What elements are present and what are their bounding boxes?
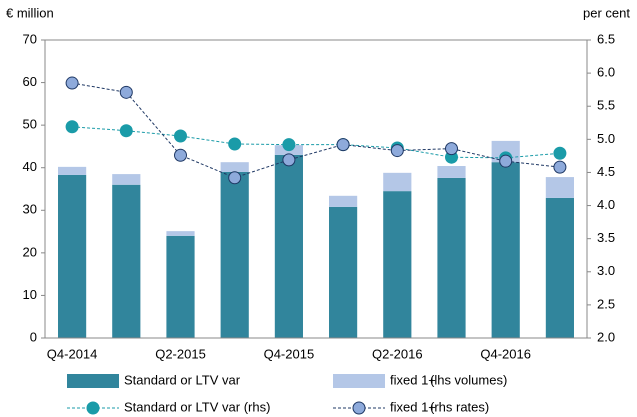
y2-tick-label: 3.0 xyxy=(597,263,615,278)
legend-label: Standard or LTV var xyxy=(124,372,241,387)
bar xyxy=(220,162,249,172)
y2-tick-label: 4.0 xyxy=(597,197,615,212)
line-marker xyxy=(445,142,458,156)
bar xyxy=(383,172,412,192)
legend-label: Standard or LTV var (rhs) xyxy=(124,399,270,414)
y-tick-label: 40 xyxy=(23,159,37,174)
bar xyxy=(58,174,87,338)
line-marker xyxy=(65,76,79,90)
bar xyxy=(383,191,412,338)
line-marker xyxy=(553,160,567,174)
line-marker xyxy=(228,137,242,151)
line-marker xyxy=(119,85,133,99)
y2-tick-label: 2.5 xyxy=(597,296,615,311)
y-tick-label: 60 xyxy=(23,74,37,89)
plot-frame xyxy=(44,39,588,339)
y2-tick-label: 6.0 xyxy=(597,65,615,80)
y-tick-label: 0 xyxy=(30,329,37,344)
bar xyxy=(545,197,574,338)
line-marker xyxy=(282,153,296,167)
legend-swatch xyxy=(333,374,385,388)
bar xyxy=(437,177,466,338)
line-marker xyxy=(119,124,133,138)
legend-marker xyxy=(86,401,100,415)
bar xyxy=(545,177,574,198)
legend-swatch xyxy=(67,374,119,388)
y2-tick-label: 3.5 xyxy=(597,230,615,245)
line-marker xyxy=(174,129,187,143)
bar xyxy=(112,174,141,185)
legend-marker xyxy=(352,401,366,415)
bar xyxy=(329,206,358,338)
legend-label: fixed 1+ xyxy=(390,399,436,414)
line-marker xyxy=(228,171,242,185)
x-tick-label: Q2-2015 xyxy=(155,346,206,361)
line-marker xyxy=(390,144,404,158)
line-marker xyxy=(65,120,79,134)
line-marker xyxy=(553,146,567,160)
x-tick-label: Q4-2016 xyxy=(480,346,531,361)
bar xyxy=(112,184,141,338)
y2-axis-label: per cent xyxy=(583,5,630,20)
bar xyxy=(166,231,195,236)
y2-tick-label: 5.5 xyxy=(597,98,615,113)
y-tick-label: 50 xyxy=(23,117,37,132)
y-tick-label: 70 xyxy=(23,31,37,46)
line xyxy=(72,126,560,159)
legend-note: (rhs rates) xyxy=(430,399,489,414)
bar xyxy=(58,166,87,175)
line-marker xyxy=(499,154,513,168)
y-axis-label: € million xyxy=(6,5,54,20)
x-tick-label: Q4-2015 xyxy=(264,346,315,361)
y2-tick-label: 2.0 xyxy=(597,329,615,344)
line-marker xyxy=(336,138,350,152)
y-tick-label: 30 xyxy=(23,202,37,217)
line-marker xyxy=(174,148,187,162)
y-tick-label: 10 xyxy=(23,287,37,302)
y2-tick-label: 5.0 xyxy=(597,131,615,146)
x-tick-label: Q4-2014 xyxy=(47,346,98,361)
bar xyxy=(329,195,358,207)
line-marker xyxy=(282,138,296,152)
bar xyxy=(166,235,195,338)
bar xyxy=(274,154,303,338)
legend-note: (lhs volumes) xyxy=(430,372,507,387)
bar xyxy=(491,162,520,338)
y2-tick-label: 6.5 xyxy=(597,31,615,46)
y2-tick-label: 4.5 xyxy=(597,164,615,179)
line xyxy=(72,82,560,179)
legend-label: fixed 1+ xyxy=(390,372,436,387)
bar xyxy=(220,171,249,338)
bar xyxy=(437,166,466,178)
y-tick-label: 20 xyxy=(23,244,37,259)
x-tick-label: Q2-2016 xyxy=(372,346,423,361)
